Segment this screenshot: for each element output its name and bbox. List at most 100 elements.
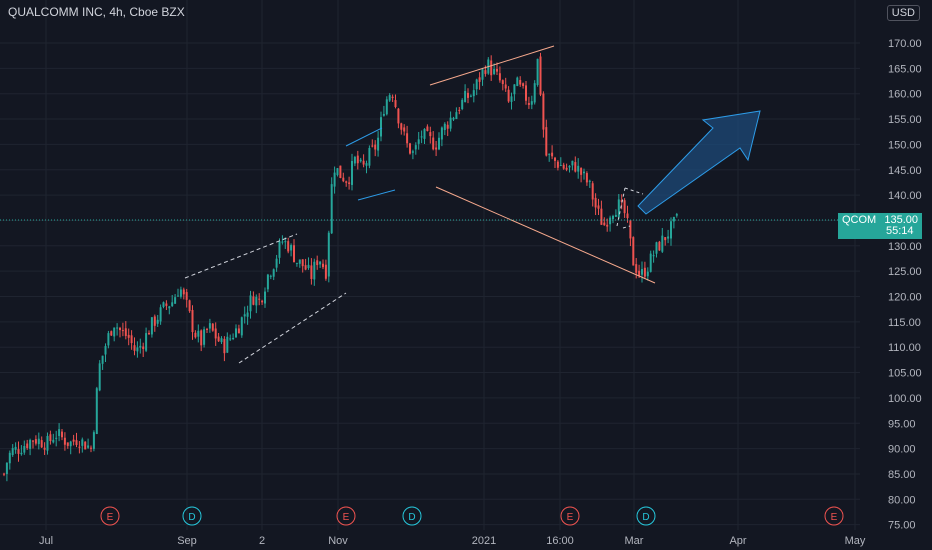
candle — [377, 131, 380, 157]
price-tag-value: 135.00 — [884, 214, 918, 226]
trendline[interactable] — [435, 186, 656, 284]
candle-body — [501, 80, 504, 85]
event-marker[interactable] — [560, 506, 580, 526]
candle — [577, 158, 580, 179]
symbol-title[interactable]: QUALCOMM INC, 4h, Cboe BZX — [8, 5, 185, 19]
candle — [287, 237, 290, 254]
candle-body — [388, 95, 391, 101]
candle — [646, 267, 649, 281]
candle-body — [646, 271, 649, 277]
candle-body — [612, 215, 614, 219]
candle — [148, 330, 150, 335]
candle — [530, 95, 533, 110]
candle — [467, 88, 469, 104]
candle-body — [150, 317, 153, 335]
x-tick-label: Sep — [177, 535, 197, 547]
trendline[interactable] — [622, 225, 631, 229]
candle-body — [452, 117, 455, 120]
dividend-event[interactable]: D — [182, 506, 202, 526]
candle-body — [585, 173, 588, 183]
event-marker[interactable] — [824, 506, 844, 526]
candle-body — [469, 95, 472, 97]
candle-body — [66, 442, 69, 446]
candle — [545, 119, 548, 157]
event-label: E — [567, 512, 574, 523]
candle — [568, 165, 571, 173]
candle-body — [313, 261, 316, 280]
event-marker[interactable] — [182, 506, 202, 526]
candle — [194, 330, 197, 339]
candle — [191, 305, 194, 340]
candle — [179, 286, 182, 299]
candle — [417, 131, 420, 150]
y-tick-label: 140.00 — [888, 190, 922, 202]
x-tick-label: Mar — [625, 535, 644, 547]
candle-body — [298, 259, 301, 264]
candle — [206, 327, 208, 333]
candle-body — [20, 452, 23, 455]
candle-body — [467, 92, 469, 98]
trendline[interactable] — [357, 189, 396, 201]
candle — [58, 423, 61, 442]
event-marker[interactable] — [100, 506, 120, 526]
candle — [177, 288, 179, 297]
candle — [20, 445, 23, 456]
candle-body — [46, 436, 49, 451]
candle — [449, 111, 452, 132]
candle-body — [87, 445, 90, 448]
candles — [3, 52, 678, 482]
y-tick-label: 95.00 — [888, 418, 916, 430]
earnings-event[interactable]: E — [560, 506, 580, 526]
trendline[interactable] — [238, 292, 347, 364]
candle-body — [98, 363, 101, 391]
candle — [490, 55, 493, 81]
candle-body — [330, 184, 333, 234]
drawings[interactable] — [184, 45, 761, 364]
candle — [516, 76, 519, 87]
currency-button[interactable]: USD — [886, 5, 920, 21]
candle — [182, 287, 185, 300]
trendline[interactable] — [345, 127, 383, 147]
candle — [571, 160, 574, 171]
candle — [475, 78, 478, 96]
candle — [104, 343, 107, 363]
event-marker[interactable] — [636, 506, 656, 526]
dividend-event[interactable]: D — [636, 506, 656, 526]
time-axis[interactable]: Jul Sep 2 Nov 2021 16:00 Mar Apr May — [39, 535, 866, 547]
candle — [32, 440, 34, 449]
candle — [316, 255, 319, 270]
candle-body — [310, 265, 313, 279]
candle — [290, 243, 293, 257]
candle-body — [179, 289, 182, 297]
earnings-event[interactable]: E — [824, 506, 844, 526]
candle — [469, 94, 472, 98]
candle — [652, 250, 655, 263]
trendline[interactable] — [184, 233, 298, 279]
candle — [298, 259, 301, 268]
price-axis[interactable]: 170.00 165.00 160.00 155.00 150.00 145.00 140.… — [888, 38, 922, 532]
candle — [203, 326, 206, 348]
candle — [423, 128, 426, 145]
candle-body — [275, 258, 278, 268]
candle — [330, 177, 333, 234]
earnings-event[interactable]: E — [100, 506, 120, 526]
candle-body — [127, 334, 130, 338]
candle-body — [551, 152, 554, 157]
event-marker[interactable] — [336, 506, 356, 526]
forecast-arrow[interactable] — [637, 110, 761, 215]
candle — [426, 124, 429, 132]
candle — [536, 58, 539, 87]
candle-body — [603, 222, 606, 226]
candle-body — [165, 303, 168, 306]
dividend-event[interactable]: D — [402, 506, 422, 526]
candle — [455, 107, 458, 120]
candle-body — [490, 60, 493, 76]
candle-body — [168, 306, 171, 309]
trendline[interactable] — [429, 45, 555, 86]
candle-body — [580, 168, 583, 175]
event-marker[interactable] — [402, 506, 422, 526]
earnings-event[interactable]: E — [336, 506, 356, 526]
event-label: E — [343, 512, 350, 523]
